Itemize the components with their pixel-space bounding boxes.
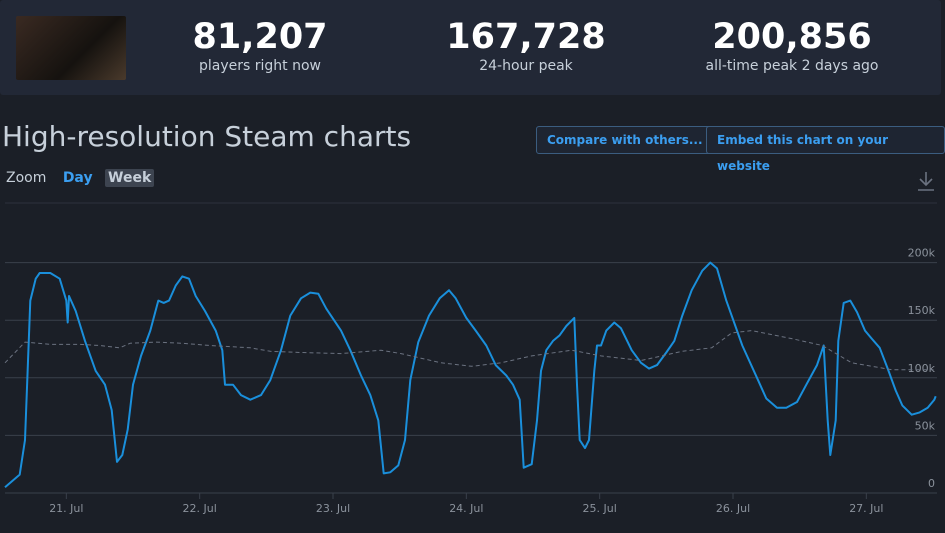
zoom-label: Zoom [6, 170, 47, 186]
x-tick-label: 21. Jul [49, 502, 83, 515]
series-line [4, 261, 937, 488]
chart: 0 50k 100k 150k 200k 21. Jul 22. Jul 23. Jul 24.… [4, 202, 937, 515]
x-tick-label: 24. Jul [449, 502, 483, 515]
download-icon[interactable] [916, 170, 936, 192]
y-tick-label: 50k [915, 419, 936, 432]
stat-label: all-time peak 2 days ago [705, 58, 879, 74]
embed-button[interactable]: Embed this chart on your website [706, 126, 945, 173]
series-line [4, 330, 936, 371]
y-tick-label: 100k [908, 362, 936, 375]
stat-value: 81,207 [192, 17, 328, 57]
zoom-option[interactable]: Day [62, 170, 93, 186]
y-tick-label: 150k [908, 304, 936, 317]
stat-label: 24-hour peak [479, 58, 573, 74]
y-tick-label: 0 [928, 477, 935, 490]
x-tick-label: 26. Jul [716, 502, 750, 515]
stat-value: 167,728 [446, 17, 606, 57]
x-tick-label: 23. Jul [316, 502, 350, 515]
section-title: High-resolution Steam charts [2, 120, 412, 153]
zoom-option[interactable]: Week [105, 169, 155, 187]
header-panel: 81,207 players right now 167,728 24-hour p… [0, 0, 941, 95]
stat-label: players right now [199, 58, 321, 74]
stat: 167,728 24-hour peak [406, 16, 646, 74]
x-tick-label: 22. Jul [183, 502, 217, 515]
stat-value: 200,856 [712, 17, 872, 57]
stat: 200,856 all-time peak 2 days ago [672, 16, 912, 74]
zoom-bar: Zoom Day Week [6, 169, 155, 187]
stat: 81,207 players right now [140, 16, 380, 74]
x-tick-label: 25. Jul [583, 502, 617, 515]
compare-button[interactable]: Compare with others... [536, 126, 714, 154]
y-tick-label: 200k [908, 247, 936, 260]
game-thumbnail[interactable] [16, 16, 126, 80]
x-tick-label: 27. Jul [849, 502, 883, 515]
